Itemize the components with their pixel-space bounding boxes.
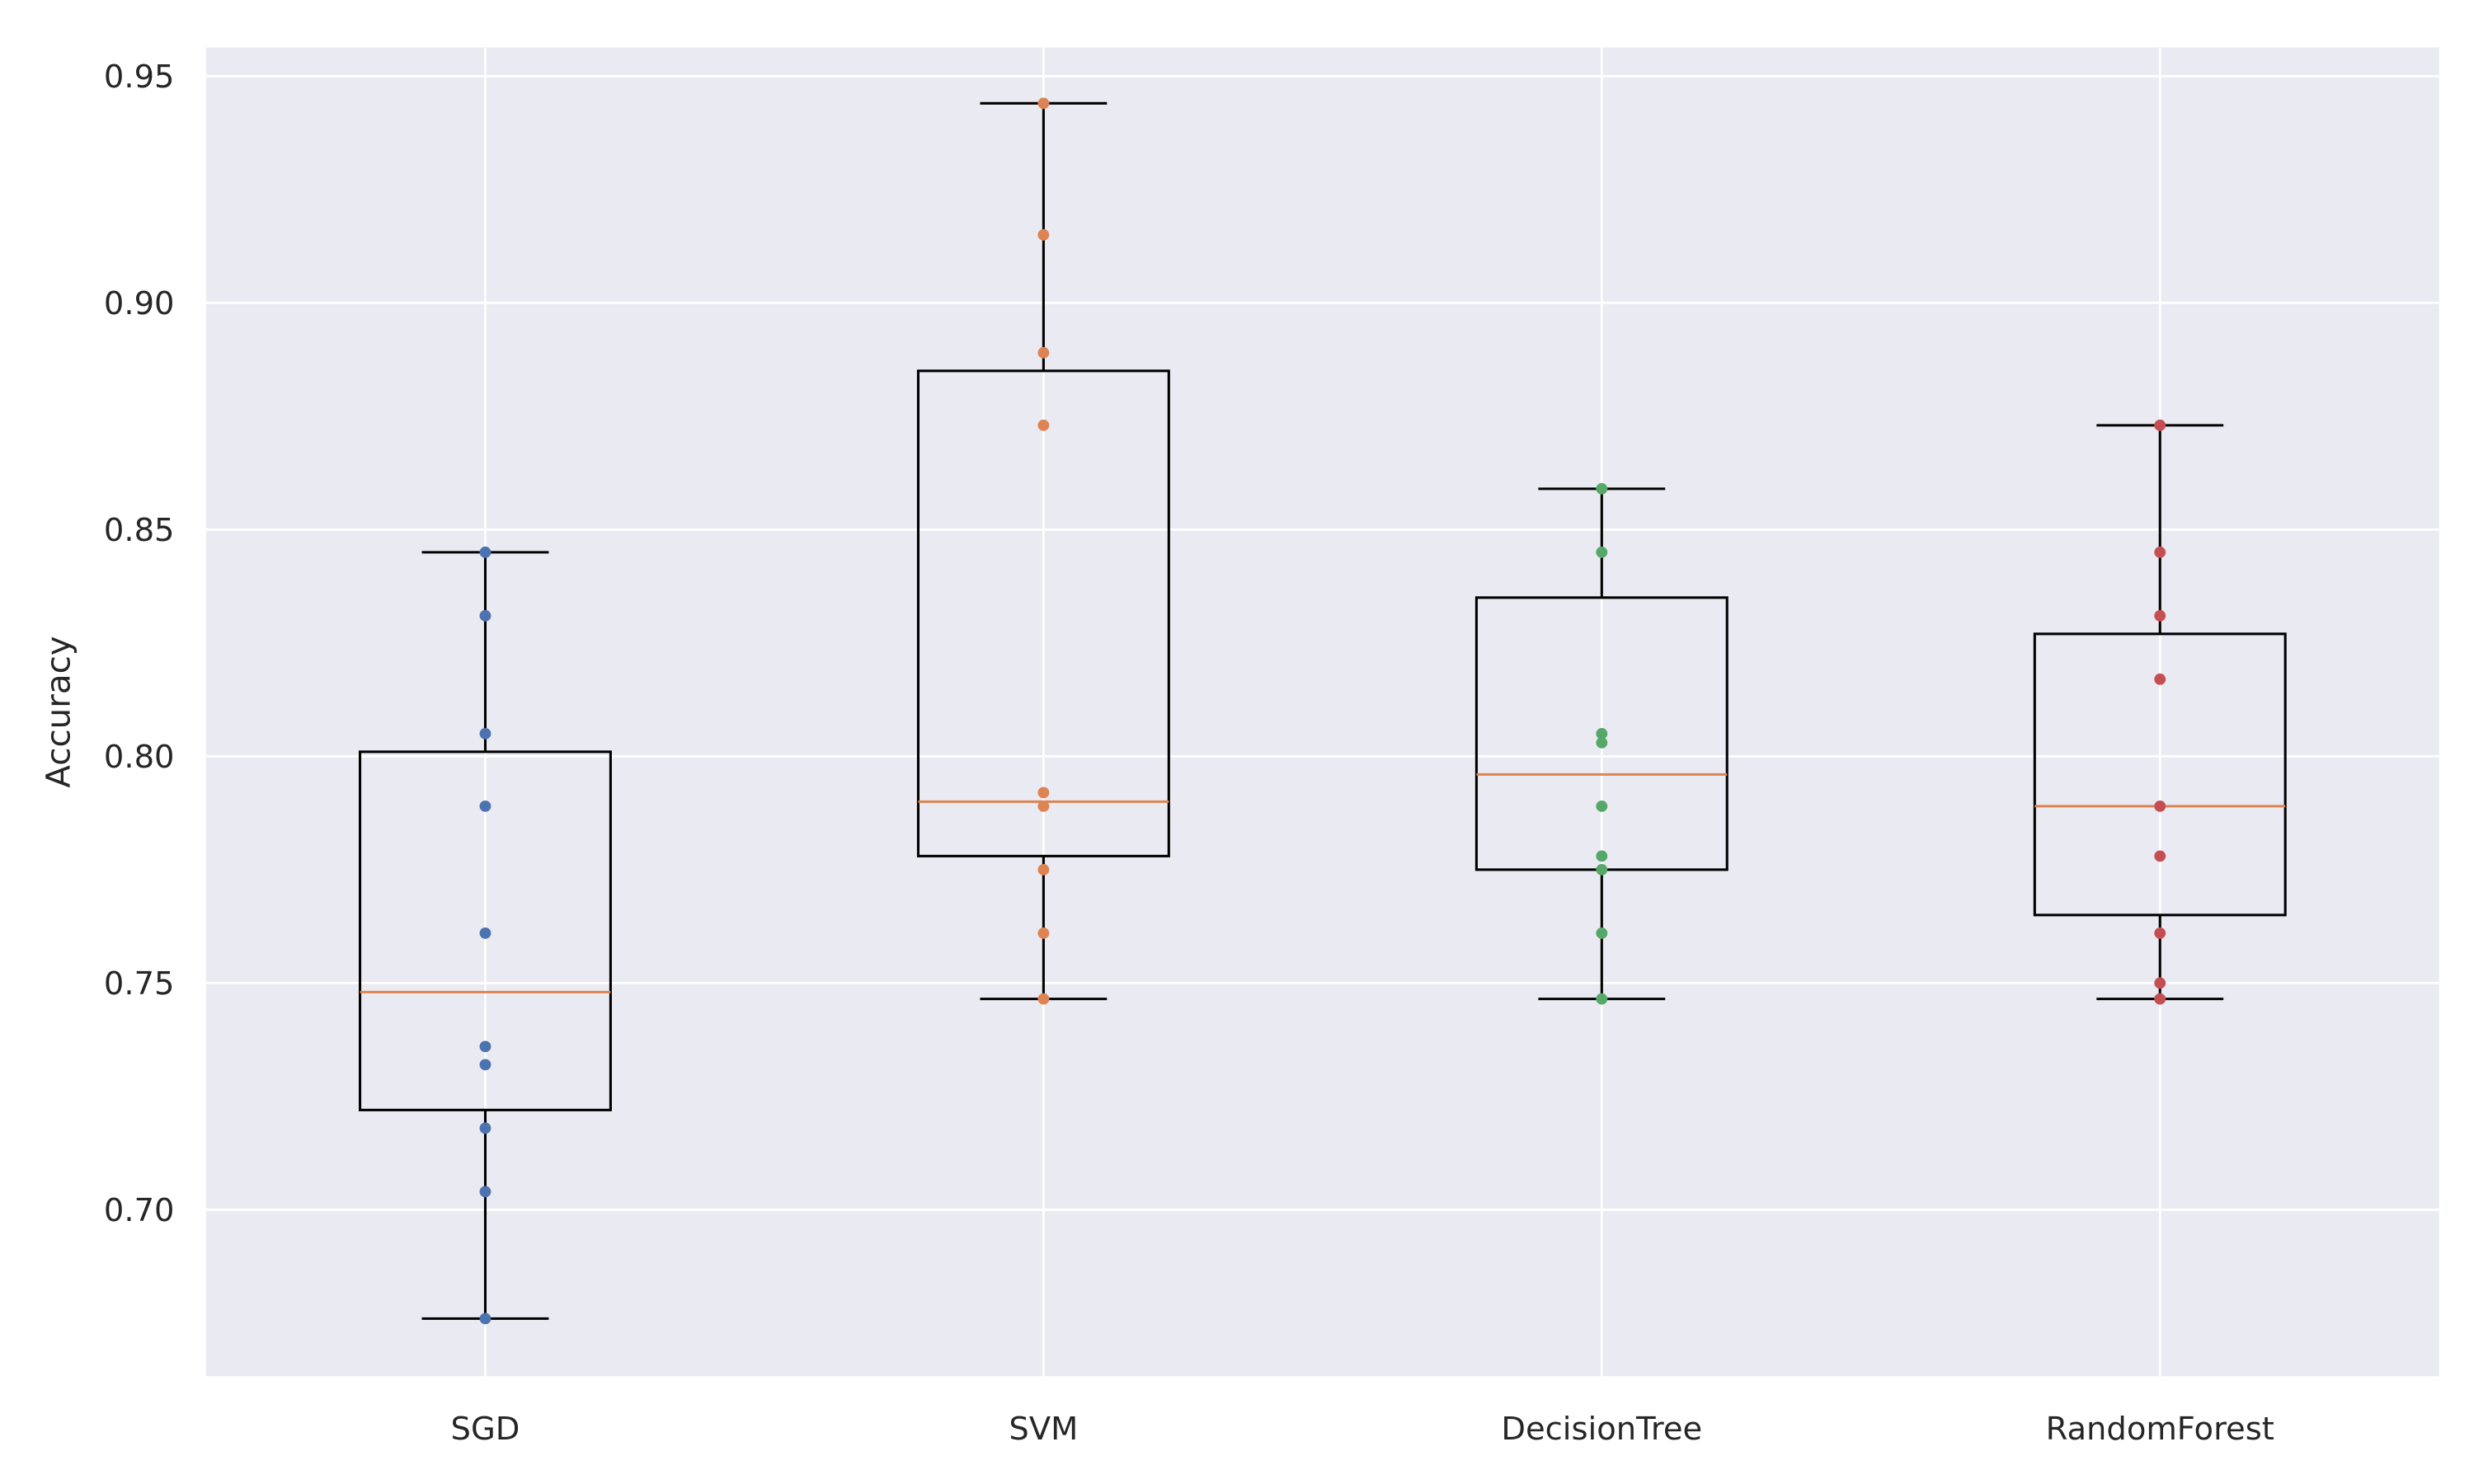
y-tick-label: 0.95 bbox=[104, 59, 175, 96]
data-point bbox=[1037, 346, 1050, 359]
data-point bbox=[479, 609, 492, 622]
data-point bbox=[479, 927, 492, 939]
data-point bbox=[2154, 546, 2166, 558]
data-point bbox=[1596, 850, 1608, 862]
y-tick-label: 0.85 bbox=[104, 512, 175, 549]
iqr-box bbox=[916, 369, 1170, 857]
data-point bbox=[1037, 800, 1050, 812]
boxes bbox=[359, 97, 2287, 1325]
data-point bbox=[1037, 419, 1050, 431]
x-tick-label: RandomForest bbox=[2046, 1411, 2274, 1448]
data-point bbox=[479, 1313, 492, 1325]
box-DecisionTree bbox=[1475, 482, 1729, 1005]
iqr-box bbox=[2033, 632, 2287, 917]
data-point bbox=[2154, 927, 2166, 939]
y-axis: 0.70 0.75 0.80 0.85 0.90 0.95 bbox=[104, 59, 175, 1229]
data-point bbox=[1037, 927, 1050, 939]
data-point bbox=[1037, 228, 1050, 241]
x-tick-label: SVM bbox=[1009, 1411, 1078, 1448]
data-point bbox=[479, 1040, 492, 1053]
plot-background bbox=[206, 47, 2439, 1377]
data-point bbox=[1596, 736, 1608, 749]
data-point bbox=[1596, 993, 1608, 1005]
data-point bbox=[2154, 609, 2166, 622]
box-SGD bbox=[359, 546, 612, 1325]
data-point bbox=[2154, 673, 2166, 685]
data-point bbox=[1596, 927, 1608, 939]
x-tick-label: DecisionTree bbox=[1501, 1411, 1702, 1448]
data-point bbox=[479, 1186, 492, 1198]
data-point bbox=[479, 1059, 492, 1071]
y-axis-label: Accuracy bbox=[40, 636, 78, 787]
data-point bbox=[2154, 419, 2166, 431]
data-point bbox=[479, 1122, 492, 1134]
y-tick-label: 0.75 bbox=[104, 965, 175, 1003]
data-point bbox=[1596, 863, 1608, 876]
data-point bbox=[1037, 993, 1050, 1005]
data-point bbox=[1596, 727, 1608, 740]
box-SVM bbox=[916, 97, 1170, 1005]
data-point bbox=[479, 546, 492, 558]
data-point bbox=[2154, 977, 2166, 989]
gridlines bbox=[206, 47, 2439, 1377]
data-point bbox=[1596, 800, 1608, 812]
data-point bbox=[2154, 800, 2166, 812]
data-point bbox=[1037, 97, 1050, 110]
y-tick-label: 0.80 bbox=[104, 739, 175, 776]
x-tick-label: SGD bbox=[451, 1411, 520, 1448]
data-point bbox=[2154, 993, 2166, 1005]
data-point bbox=[479, 800, 492, 812]
data-point bbox=[1596, 546, 1608, 558]
data-point bbox=[1037, 787, 1050, 799]
y-tick-label: 0.90 bbox=[104, 285, 175, 322]
y-tick-label: 0.70 bbox=[104, 1192, 175, 1229]
iqr-box bbox=[359, 750, 612, 1111]
box-RandomForest bbox=[2033, 419, 2287, 1005]
data-point bbox=[479, 727, 492, 740]
data-point bbox=[2154, 850, 2166, 862]
x-axis: SGD SVM DecisionTree RandomForest bbox=[451, 1411, 2274, 1448]
data-point bbox=[1037, 863, 1050, 876]
data-point bbox=[1596, 482, 1608, 495]
